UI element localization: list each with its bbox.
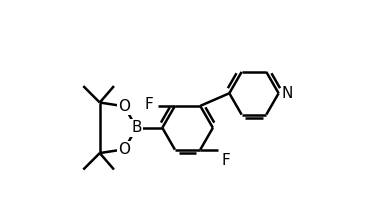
Text: N: N — [282, 86, 293, 101]
Text: F: F — [221, 153, 230, 168]
Text: O: O — [118, 99, 130, 114]
Text: B: B — [131, 120, 142, 135]
Text: O: O — [118, 142, 130, 157]
Text: F: F — [144, 97, 153, 112]
